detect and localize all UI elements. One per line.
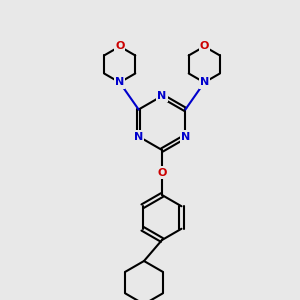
Text: N: N <box>158 91 166 101</box>
Text: O: O <box>115 41 124 52</box>
Text: O: O <box>157 167 167 178</box>
Text: N: N <box>134 131 143 142</box>
Text: N: N <box>115 77 124 88</box>
Text: O: O <box>200 41 209 52</box>
Text: N: N <box>200 77 209 88</box>
Text: N: N <box>181 131 190 142</box>
